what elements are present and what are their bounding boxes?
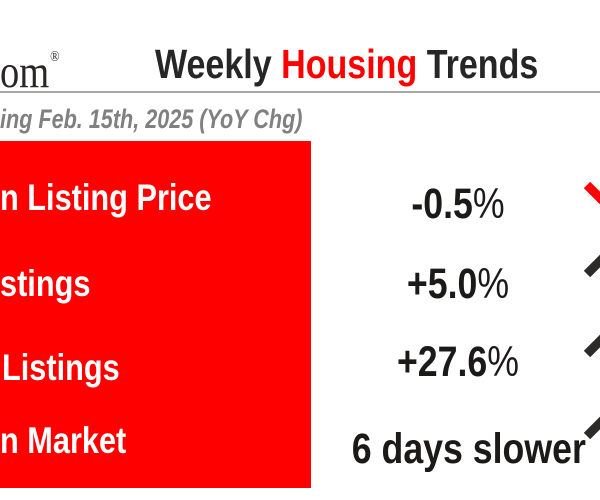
- metric-value-row-1: -0.5%: [352, 182, 564, 226]
- value-number: -0.5: [411, 180, 473, 228]
- metric-label-active-listings: Listings: [2, 347, 120, 388]
- title-accent: Housing: [281, 41, 418, 87]
- metric-label-days-on-market: n Market: [0, 420, 127, 461]
- value-number: +5.0: [406, 260, 478, 308]
- week-ending-subtitle: ing Feb. 15th, 2025 (YoY Chg): [0, 104, 303, 134]
- metric-value-row-4: 6 days slower: [352, 427, 586, 471]
- metric-label-median-listing-price: n Listing Price: [0, 177, 212, 218]
- brand-logo-text: om: [0, 46, 50, 98]
- trend-up-arrow-icon: [584, 399, 600, 439]
- trend-up-arrow-icon: [584, 237, 600, 277]
- title-prefix: Weekly: [155, 41, 272, 87]
- metric-value-row-3: +27.6%: [352, 340, 564, 384]
- registered-trademark-icon: ®: [50, 49, 60, 65]
- trend-up-arrow-icon: [584, 317, 600, 357]
- metric-value-row-2: +5.0%: [352, 262, 564, 306]
- value-number: 6 days slower: [351, 425, 586, 473]
- metric-label-new-listings: stings: [0, 263, 91, 304]
- value-suffix: %: [472, 180, 505, 228]
- value-number: +27.6: [396, 338, 488, 386]
- value-suffix: %: [487, 338, 520, 386]
- title-suffix: Trends: [426, 41, 539, 87]
- metric-labels-panel: n Listing Price stings Listings n Market: [0, 141, 311, 488]
- trend-down-arrow-icon: [584, 182, 600, 222]
- value-suffix: %: [477, 260, 510, 308]
- brand-logo: om®: [0, 34, 59, 96]
- divider-line: [0, 91, 600, 93]
- page-title: Weekly Housing Trends: [155, 43, 538, 85]
